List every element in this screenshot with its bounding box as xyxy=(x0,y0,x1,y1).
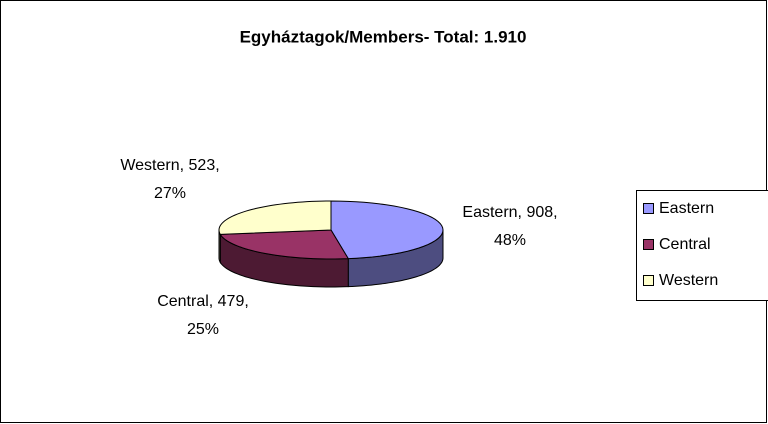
legend-box xyxy=(636,190,768,301)
slice xyxy=(330,200,444,260)
data-label: Eastern, 908, 48% xyxy=(462,204,557,249)
chart-title: Egyháztagok/Members- Total: 1.910 xyxy=(240,27,527,46)
data-label-line: Central, 479, xyxy=(157,293,249,310)
data-label-line: 25% xyxy=(187,321,219,338)
legend-swatch xyxy=(643,239,654,250)
legend-label: Western xyxy=(659,272,718,289)
data-label-line: Eastern, 908, xyxy=(462,204,557,221)
data-label-line: 27% xyxy=(154,185,186,202)
slice xyxy=(218,200,332,235)
data-label: Central, 479, 25% xyxy=(157,293,249,338)
legend: Eastern Central Western xyxy=(643,200,718,289)
data-label-line: 48% xyxy=(494,232,526,249)
data-label-line: Western, 523, xyxy=(120,157,219,174)
legend-label: Eastern xyxy=(659,200,714,217)
legend-label: Central xyxy=(659,236,711,253)
pie: Eastern, 908, 48% Central, 479, 25% Western,… xyxy=(120,157,557,338)
slice xyxy=(219,229,350,260)
data-label: Western, 523, 27% xyxy=(120,157,219,202)
legend-swatch xyxy=(643,275,654,286)
legend-swatch xyxy=(643,203,654,214)
